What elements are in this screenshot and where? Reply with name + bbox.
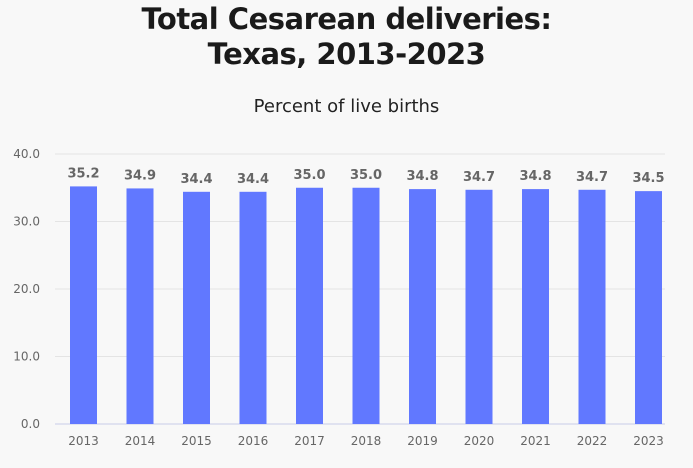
bar: [635, 191, 662, 424]
data-label: 34.5: [632, 171, 664, 186]
x-tick-label: 2017: [294, 434, 325, 448]
data-label: 34.4: [237, 172, 269, 187]
bar: [352, 187, 380, 424]
data-label: 34.9: [124, 168, 156, 183]
data-label: 35.2: [67, 166, 99, 181]
title-line-2: Texas, 2013-2023: [207, 37, 486, 71]
x-tick-label: 2016: [238, 434, 269, 448]
y-tick-label: 40.0: [13, 147, 40, 161]
chart-title: Total Cesarean deliveries: Texas, 2013-2…: [0, 2, 693, 72]
bar: [126, 188, 154, 424]
x-tick-label: 2015: [181, 434, 212, 448]
data-label: 34.8: [519, 169, 551, 184]
bar: [70, 186, 97, 424]
data-label: 35.0: [293, 168, 325, 183]
y-tick-label: 10.0: [13, 350, 40, 364]
x-tick-label: 2014: [125, 434, 156, 448]
x-tick-label: 2018: [351, 434, 382, 448]
x-tick-label: 2013: [68, 434, 99, 448]
x-tick-label: 2021: [520, 434, 551, 448]
data-label: 34.8: [406, 169, 438, 184]
data-label: 34.7: [463, 170, 495, 185]
x-tick-label: 2022: [577, 434, 608, 448]
bar: [183, 191, 210, 424]
bar: [409, 189, 436, 424]
bar: [522, 189, 549, 424]
y-tick-label: 30.0: [13, 215, 40, 229]
y-tick-label: 0.0: [21, 417, 40, 431]
bar: [465, 189, 493, 424]
chart-subtitle: Percent of live births: [253, 96, 440, 117]
bar: [296, 187, 323, 424]
data-label: 34.7: [576, 170, 608, 185]
bar: [578, 189, 606, 424]
x-tick-label: 2019: [407, 434, 438, 448]
x-tick-label: 2023: [633, 434, 664, 448]
title-line-1: Total Cesarean deliveries:: [141, 2, 552, 36]
y-tick-label: 20.0: [13, 282, 40, 296]
data-label: 35.0: [350, 168, 382, 183]
data-label: 34.4: [180, 172, 212, 187]
x-tick-label: 2020: [464, 434, 495, 448]
bar: [239, 191, 267, 424]
